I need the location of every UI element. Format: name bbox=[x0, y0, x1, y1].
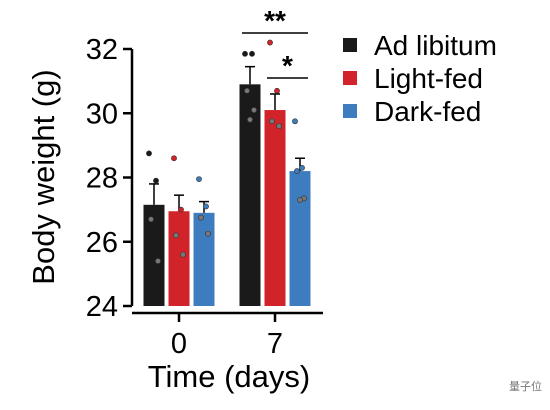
data-point bbox=[276, 123, 282, 129]
legend-swatch bbox=[343, 71, 357, 85]
data-point bbox=[173, 232, 179, 239]
data-point bbox=[267, 39, 273, 46]
data-point bbox=[297, 197, 303, 203]
data-point bbox=[299, 164, 305, 171]
bars-layer bbox=[143, 39, 311, 307]
data-point bbox=[171, 155, 177, 162]
y-tick-label: 24 bbox=[86, 291, 118, 323]
watermark-text: 量子位 bbox=[509, 380, 542, 393]
data-point bbox=[155, 258, 161, 264]
data-point bbox=[251, 107, 257, 113]
data-point bbox=[180, 251, 186, 258]
data-point bbox=[242, 50, 248, 57]
y-tick-label: 30 bbox=[86, 98, 118, 130]
legend-label: Dark-fed bbox=[374, 96, 481, 127]
x-axis-label: Time (days) bbox=[148, 359, 310, 394]
significance-label: * bbox=[282, 50, 293, 81]
bar bbox=[143, 204, 165, 306]
x-tick-label: 0 bbox=[171, 328, 187, 360]
legend-label: Ad libitum bbox=[374, 30, 497, 61]
data-point bbox=[148, 216, 154, 223]
data-point bbox=[203, 203, 209, 210]
y-axis: 24 26 28 30 32 bbox=[86, 34, 134, 323]
bar bbox=[264, 110, 286, 306]
bar bbox=[193, 212, 215, 306]
data-point bbox=[274, 87, 280, 94]
data-point bbox=[196, 176, 202, 183]
data-point bbox=[269, 118, 275, 125]
legend-swatch bbox=[343, 38, 357, 52]
data-point bbox=[205, 230, 211, 237]
bar bbox=[168, 211, 190, 306]
bar bbox=[239, 84, 261, 307]
y-axis-label: Body weight (g) bbox=[26, 69, 61, 284]
data-point bbox=[247, 116, 253, 123]
legend-swatch bbox=[343, 104, 357, 118]
data-point bbox=[294, 168, 300, 174]
x-tick-label: 7 bbox=[267, 328, 283, 360]
significance-label: ** bbox=[264, 5, 286, 36]
legend-label: Light-fed bbox=[374, 63, 483, 94]
bar bbox=[289, 171, 311, 306]
data-point bbox=[249, 50, 255, 57]
data-point bbox=[244, 87, 250, 94]
y-tick-label: 32 bbox=[86, 34, 118, 66]
data-point bbox=[153, 177, 159, 184]
y-tick-label: 28 bbox=[86, 163, 118, 195]
data-point bbox=[292, 118, 298, 125]
data-point bbox=[198, 214, 204, 221]
y-tick-label: 26 bbox=[86, 227, 118, 259]
significance-layer: *** bbox=[242, 5, 308, 81]
data-point bbox=[178, 206, 184, 213]
data-point bbox=[146, 150, 152, 157]
